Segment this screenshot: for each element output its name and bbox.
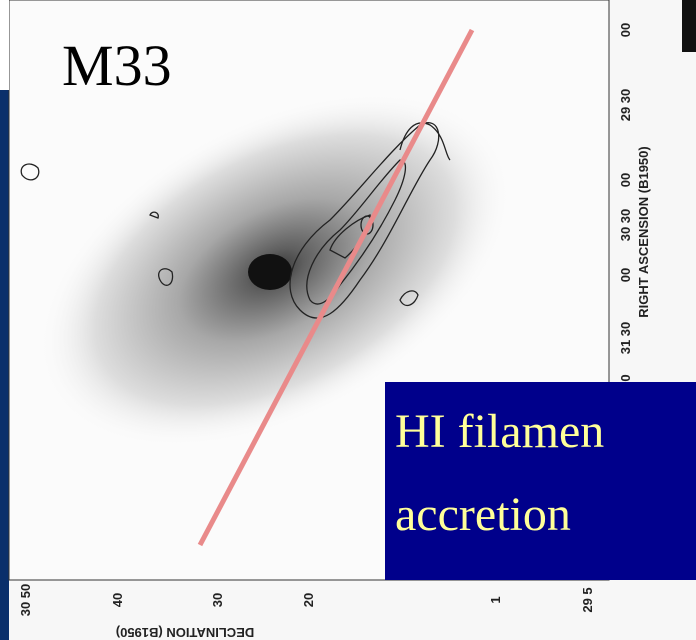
right-tick-label: 00 [618, 23, 633, 37]
overlay-line: accretion [395, 488, 571, 541]
ra-label: RIGHT ASCENSION (B1950) [636, 146, 651, 317]
bottom-tick-label: 30 50 [18, 584, 33, 617]
page: M33 00 29 30 00 30 30 00 31 30 0 30 50 40 30 20 1 2… [0, 0, 696, 640]
galaxy-label: M33 [62, 33, 172, 98]
slide: M33 00 29 30 00 30 30 00 31 30 0 30 50 40 30 20 1 2… [0, 0, 696, 640]
slide-corner-box [682, 0, 696, 52]
bottom-tick-label: 40 [110, 593, 125, 607]
bottom-tick-label: 20 [301, 593, 316, 607]
right-tick-label: 30 30 [618, 209, 633, 242]
bottom-tick-label: 1 [488, 596, 503, 603]
right-tick-label: 29 30 [618, 89, 633, 122]
overlay-line: HI filamen [395, 405, 604, 458]
right-tick-label: 00 [618, 268, 633, 282]
slide-corner [0, 0, 9, 90]
bottom-tick-label: 30 [210, 593, 225, 607]
slide-edge [0, 90, 9, 640]
right-tick-label: 31 30 [618, 322, 633, 355]
right-tick-label: 00 [618, 173, 633, 187]
right-tick-label: 0 [618, 374, 633, 381]
bottom-tick-label: 29 5 [580, 587, 595, 612]
declination-label: DECLINATION (B1950) [116, 625, 254, 640]
galaxy-core [248, 254, 292, 290]
